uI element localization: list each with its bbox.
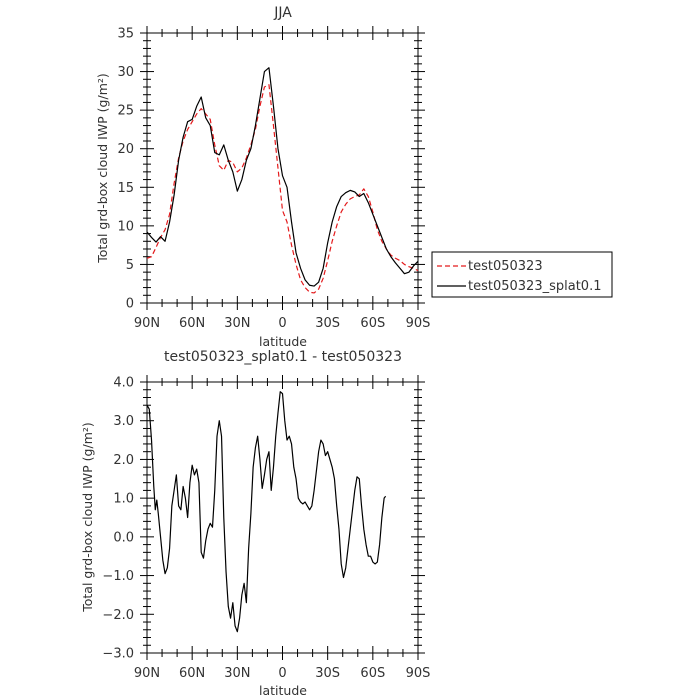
y-tick-label: 0 bbox=[126, 297, 134, 312]
chart-top-x-axis-title: latitude bbox=[259, 334, 307, 349]
legend-label-test050323-splat0-1: test050323_splat0.1 bbox=[468, 279, 601, 294]
series-line-2 bbox=[146, 67, 419, 287]
y-tick-label: 3.0 bbox=[113, 414, 134, 429]
chart-top-legend: test050323 test050323_splat0.1 bbox=[431, 251, 613, 298]
chart-bottom-y-axis-title: Total grd-box cloud IWP (g/m²) bbox=[80, 422, 95, 613]
x-tick-label: 30S bbox=[315, 316, 340, 331]
x-tick-label: 30S bbox=[315, 666, 340, 681]
chart-top: JJA 0 5 10 15 20 25 30 35 90N 60N 30N 0 30S 60S 90S l… bbox=[95, 5, 613, 349]
chart-top-series-group bbox=[146, 67, 419, 294]
y-tick-label: −1.0 bbox=[102, 569, 134, 584]
series-line-1 bbox=[146, 391, 387, 633]
y-tick-label: 5 bbox=[126, 258, 134, 273]
y-tick-label: 0.0 bbox=[113, 530, 134, 545]
x-tick-label: 0 bbox=[278, 316, 286, 331]
y-tick-label: 1.0 bbox=[113, 492, 134, 507]
y-tick-label: 2.0 bbox=[113, 453, 134, 468]
x-tick-label: 60N bbox=[179, 666, 205, 681]
y-tick-label: 4.0 bbox=[113, 376, 134, 391]
y-tick-label: −2.0 bbox=[102, 608, 134, 623]
chart-top-y-axis: 0 5 10 15 20 25 30 35 bbox=[117, 27, 425, 312]
y-tick-label: 20 bbox=[117, 142, 134, 157]
chart-top-y-axis-title: Total grd-box cloud IWP (g/m²) bbox=[95, 73, 110, 264]
y-tick-label: 15 bbox=[117, 181, 134, 196]
y-tick-label: 25 bbox=[117, 104, 134, 119]
chart-top-plot-frame bbox=[146, 32, 419, 304]
chart-bottom-series-group bbox=[146, 391, 387, 633]
chart-bottom-x-axis: 90N 60N 30N 0 30S 60S 90S bbox=[134, 375, 431, 681]
y-tick-label: 10 bbox=[117, 219, 134, 234]
x-tick-label: 90N bbox=[134, 316, 160, 331]
legend-label-test050323: test050323 bbox=[468, 259, 543, 274]
x-tick-label: 60S bbox=[360, 316, 385, 331]
chart-top-x-axis: 90N 60N 30N 0 30S 60S 90S bbox=[134, 26, 431, 331]
chart-bottom-x-axis-title: latitude bbox=[259, 683, 307, 698]
x-tick-label: 0 bbox=[278, 666, 286, 681]
chart-bottom: test050323_splat0.1 - test050323 −3.0 −2.… bbox=[80, 349, 430, 698]
x-tick-label: 60S bbox=[360, 666, 385, 681]
x-tick-label: 90S bbox=[406, 316, 431, 331]
x-tick-label: 30N bbox=[224, 666, 250, 681]
series-line-1 bbox=[146, 84, 419, 294]
y-tick-label: 35 bbox=[117, 27, 134, 42]
x-tick-label: 60N bbox=[179, 316, 205, 331]
y-tick-label: 30 bbox=[117, 65, 134, 80]
chart-top-title: JJA bbox=[273, 5, 292, 21]
y-tick-label: −3.0 bbox=[102, 647, 134, 662]
chart-bottom-title: test050323_splat0.1 - test050323 bbox=[164, 349, 402, 365]
x-tick-label: 30N bbox=[224, 316, 250, 331]
x-tick-label: 90S bbox=[406, 666, 431, 681]
legend-frame bbox=[431, 251, 613, 298]
chart-bottom-y-axis: −3.0 −2.0 −1.0 0.0 1.0 2.0 3.0 4.0 bbox=[102, 376, 425, 662]
x-tick-label: 90N bbox=[134, 666, 160, 681]
